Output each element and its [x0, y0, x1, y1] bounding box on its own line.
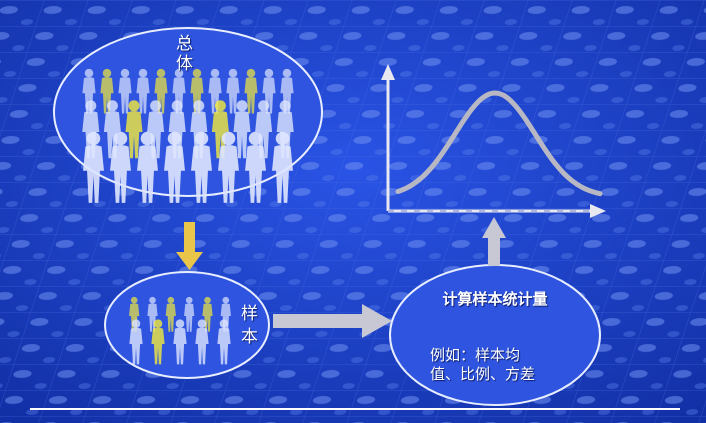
arrow-down-icon — [176, 222, 203, 270]
sample-group — [104, 271, 270, 379]
bell-curve-icon — [381, 64, 606, 218]
statistic-example: 例如：样本均值、比例、方差 — [430, 346, 536, 383]
statistic-ellipse — [389, 264, 601, 406]
population-group — [53, 27, 323, 203]
statistic-title: 计算样本统计量 — [442, 290, 548, 308]
population-label: 总体 — [176, 34, 193, 75]
sample-label: 样本 — [241, 304, 258, 347]
arrow-right-icon — [273, 304, 392, 338]
arrow-up-icon — [482, 217, 506, 266]
bell-curve — [395, 90, 603, 197]
